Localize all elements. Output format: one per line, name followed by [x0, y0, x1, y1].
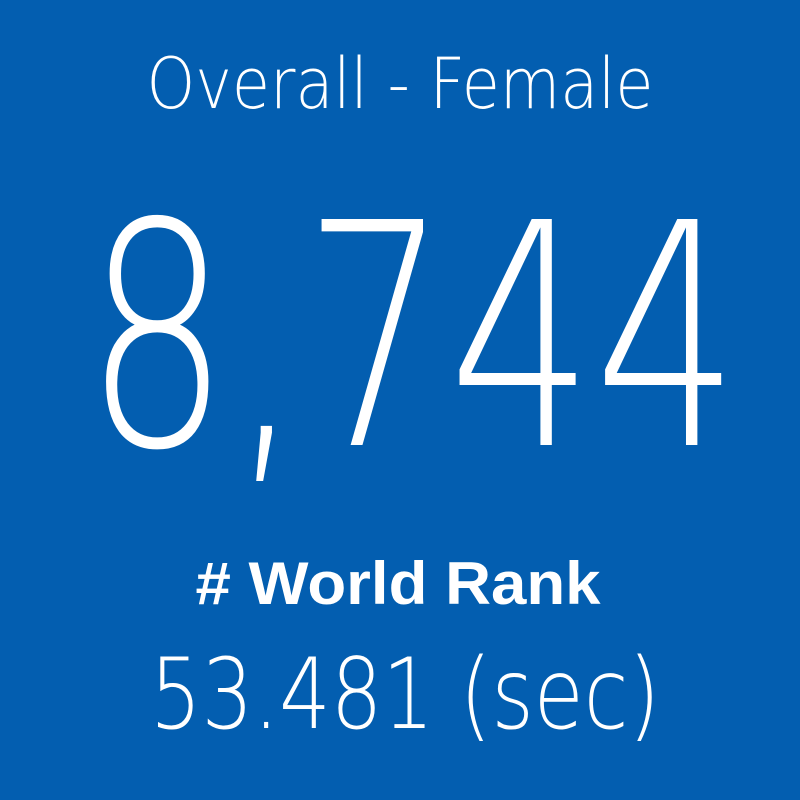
time-value: 53.481 (sec): [150, 638, 660, 752]
tile-title: Overall - Female: [147, 43, 654, 125]
rank-label: # World Rank: [196, 550, 602, 617]
rank-value: 8,744: [85, 158, 740, 519]
